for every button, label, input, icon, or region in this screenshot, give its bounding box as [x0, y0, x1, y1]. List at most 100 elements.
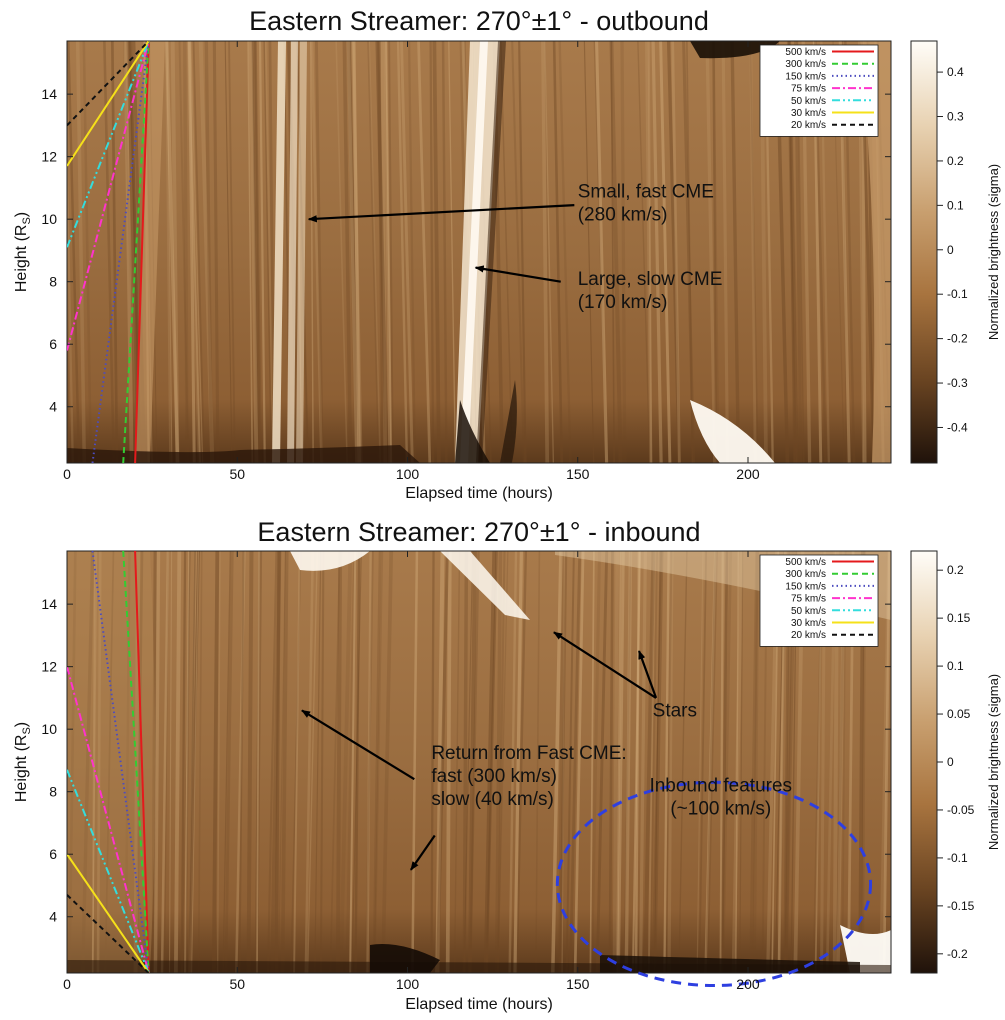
legend-label: 30 km/s: [791, 618, 826, 629]
y-tick-label: 12: [41, 659, 57, 675]
y-axis-label: Height (RS): [13, 212, 33, 292]
annotation-arrow: [301, 709, 415, 781]
x-axis: 0 50 100 150 200: [63, 551, 760, 992]
x-tick-label: 200: [736, 466, 760, 482]
colorbar-label: Normalized brightness (sigma): [986, 674, 1001, 850]
colorbar-tick-label: -0.4: [947, 420, 968, 434]
speed-line-50-km-per-s: [67, 769, 150, 973]
legend-label: 150 km/s: [785, 71, 826, 82]
annotation-text: Return from Fast CME:: [431, 743, 626, 764]
panel-outbound: Eastern Streamer: 270°±1° - outbound 500…: [13, 6, 1001, 502]
x-tick-label: 200: [736, 976, 760, 992]
y-tick-label: 8: [49, 784, 57, 800]
colorbar: [910, 40, 938, 464]
colorbar-tick-label: -0.2: [947, 332, 968, 346]
speed-line-150-km-per-s: [91, 41, 150, 463]
colorbar-tick-label: 0.05: [947, 707, 971, 721]
annotation-text: Inbound features: [649, 776, 792, 797]
annotation-arrow: [637, 650, 658, 699]
annotation-arrow: [409, 834, 436, 871]
y-tick-label: 10: [41, 721, 57, 737]
x-tick-label: 50: [229, 976, 245, 992]
plot-frame: [66, 40, 892, 464]
colorbar-tick-label: 0: [947, 243, 954, 257]
y-tick-label: 10: [41, 211, 57, 227]
speed-line-500-km-per-s: [134, 551, 150, 973]
annotation-arrow: [307, 204, 575, 223]
legend-label: 75 km/s: [791, 594, 826, 605]
speed-line-75-km-per-s: [67, 666, 150, 973]
colorbar-tick-label: -0.3: [947, 376, 968, 390]
colorbar-tick-label: -0.15: [947, 899, 975, 913]
annotation-text: fast (300 km/s): [431, 766, 557, 787]
speed-line-150-km-per-s: [91, 551, 150, 973]
speed-line-20-km-per-s: [67, 41, 150, 127]
colorbar-tick-label: -0.1: [947, 851, 968, 865]
annotation-arrow: [474, 265, 561, 283]
heatmap-image: [67, 551, 891, 973]
speed-line-75-km-per-s: [67, 41, 150, 351]
annotation-arrow: [553, 631, 657, 699]
y-axis-label: Height (RS): [13, 722, 33, 802]
speed-line-300-km-per-s: [122, 551, 150, 973]
x-tick-label: 150: [566, 466, 590, 482]
colorbar-tick-label: 0: [947, 755, 954, 769]
x-axis: 0 50 100 150 200: [63, 41, 760, 482]
x-tick-label: 150: [566, 976, 590, 992]
legend-label: 500 km/s: [785, 557, 826, 568]
annotation-text: (170 km/s): [578, 292, 668, 313]
panel-inbound: Eastern Streamer: 270°±1° - inbound 500 …: [13, 517, 1001, 1013]
legend-box: [759, 44, 879, 137]
speed-line-50-km-per-s: [67, 41, 150, 248]
colorbar-tick-label: 0.1: [947, 659, 964, 673]
colorbar-tick-label: 0.2: [947, 154, 964, 168]
plot-frame: [66, 550, 892, 974]
y-tick-label: 12: [41, 149, 57, 165]
legend-label: 50 km/s: [791, 96, 826, 107]
colorbar-tick-label: 0.2: [947, 563, 964, 577]
x-tick-label: 100: [396, 466, 420, 482]
legend-label: 300 km/s: [785, 59, 826, 70]
annotation-text: Large, slow CME: [578, 269, 723, 290]
legend-label: 50 km/s: [791, 606, 826, 617]
y-tick-label: 14: [41, 596, 57, 612]
x-tick-label: 0: [63, 976, 71, 992]
x-tick-label: 0: [63, 466, 71, 482]
y-tick-label: 14: [41, 86, 57, 102]
colorbar-tick-label: 0.15: [947, 611, 971, 625]
y-tick-label: 6: [49, 846, 57, 862]
speed-line-30-km-per-s: [67, 853, 150, 973]
legend-label: 20 km/s: [791, 630, 826, 641]
chart-title: Eastern Streamer: 270°±1° - outbound: [249, 6, 709, 36]
colorbar-tick-label: -0.2: [947, 947, 968, 961]
legend-label: 150 km/s: [785, 581, 826, 592]
annotations: Stars Return from Fast CME:fast (300 km/s…: [301, 631, 792, 871]
x-tick-label: 50: [229, 466, 245, 482]
colorbar-ticks: 0.4 0.3 0.2 0.1 0 -0.1 -0.2 -0.3 -0.4: [937, 65, 968, 434]
y-axis: 4 6 8 10 12 14: [41, 596, 891, 925]
colorbar-tick-label: 0.1: [947, 198, 964, 212]
speed-lines: [67, 41, 150, 463]
colorbar-ticks: 0.2 0.15 0.1 0.05 0 -0.05 -0.1 -0.15 -0.2: [937, 563, 975, 961]
y-tick-label: 8: [49, 274, 57, 290]
annotation-text: (~100 km/s): [670, 799, 771, 820]
x-axis-label: Elapsed time (hours): [405, 996, 553, 1013]
y-tick-label: 6: [49, 336, 57, 352]
colorbar-tick-label: 0.4: [947, 65, 964, 79]
speed-line-30-km-per-s: [67, 41, 150, 167]
speed-line-500-km-per-s: [134, 41, 150, 463]
y-axis: 4 6 8 10 12 14: [41, 86, 891, 415]
y-tick-label: 4: [49, 909, 57, 925]
speed-line-300-km-per-s: [122, 41, 150, 463]
x-tick-label: 100: [396, 976, 420, 992]
speed-line-20-km-per-s: [67, 894, 150, 973]
colorbar-tick-label: 0.3: [947, 110, 964, 124]
annotation-text: slow (40 km/s): [431, 789, 553, 810]
colorbar-tick-label: -0.1: [947, 287, 968, 301]
colorbar: [910, 550, 938, 974]
speed-lines: [67, 551, 150, 973]
y-tick-label: 4: [49, 399, 57, 415]
annotation-text: Stars: [653, 701, 697, 722]
legend-box: [759, 554, 879, 647]
